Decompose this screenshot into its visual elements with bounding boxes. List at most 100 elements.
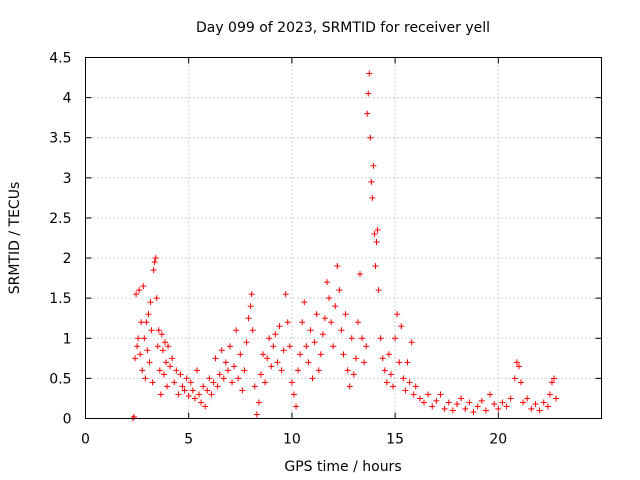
data-point-84 <box>266 335 273 342</box>
data-point-181 <box>495 405 502 412</box>
data-point-151 <box>392 335 399 342</box>
data-point-177 <box>478 397 485 404</box>
data-point-25 <box>155 327 162 334</box>
data-point-85 <box>268 363 275 370</box>
data-point-79 <box>255 399 262 406</box>
grid-lines <box>85 57 602 419</box>
data-point-18 <box>148 327 155 334</box>
data-point-45 <box>187 379 194 386</box>
data-point-131 <box>363 343 370 350</box>
x-axis-ticks: 0 5 10 15 20 <box>81 57 507 448</box>
data-point-163 <box>420 399 427 406</box>
data-point-78 <box>253 411 260 418</box>
y-axis-ticks: 0 0.5 1 1.5 2 2.5 3 3.5 4 4.5 <box>49 51 602 428</box>
y-tick-label-4: 2 <box>63 251 72 267</box>
data-point-147 <box>383 379 390 386</box>
data-point-58 <box>214 383 221 390</box>
data-point-123 <box>346 383 353 390</box>
data-point-180 <box>491 401 498 408</box>
data-point-43 <box>183 375 190 382</box>
data-point-52 <box>202 403 209 410</box>
data-point-135 <box>367 134 374 141</box>
data-point-182 <box>499 399 506 406</box>
data-point-116 <box>332 303 339 310</box>
data-point-51 <box>200 383 207 390</box>
data-point-5 <box>135 335 142 342</box>
data-point-59 <box>216 371 223 378</box>
data-point-137 <box>369 194 376 201</box>
data-point-111 <box>321 315 328 322</box>
data-point-138 <box>370 162 377 169</box>
data-point-20 <box>150 267 157 274</box>
data-point-115 <box>330 343 337 350</box>
data-point-164 <box>425 391 432 398</box>
data-point-39 <box>175 391 182 398</box>
data-point-186 <box>513 359 520 366</box>
data-point-28 <box>158 331 165 338</box>
x-tick-label-4: 20 <box>489 432 507 448</box>
data-point-101 <box>301 299 308 306</box>
data-point-127 <box>354 319 361 326</box>
data-point-97 <box>293 403 300 410</box>
data-point-29 <box>159 347 166 354</box>
y-tick-label-2: 1 <box>63 331 72 347</box>
data-point-195 <box>544 403 551 410</box>
data-point-190 <box>524 395 531 402</box>
y-axis-label: SRMTID / TECUs <box>7 182 23 295</box>
y-tick-label-1: 0.5 <box>49 371 71 387</box>
data-point-42 <box>181 387 188 394</box>
data-point-32 <box>162 359 169 366</box>
data-point-140 <box>372 263 379 270</box>
data-point-19 <box>149 379 156 386</box>
data-point-136 <box>368 178 375 185</box>
data-point-159 <box>408 339 415 346</box>
data-point-191 <box>528 405 535 412</box>
data-point-10 <box>140 283 147 290</box>
data-point-94 <box>286 343 293 350</box>
data-point-73 <box>245 315 252 322</box>
data-point-192 <box>532 401 539 408</box>
data-point-23 <box>153 295 160 302</box>
data-point-3 <box>133 291 140 298</box>
data-point-156 <box>402 387 409 394</box>
y-tick-label-8: 4 <box>63 91 72 107</box>
data-point-155 <box>400 375 407 382</box>
data-point-99 <box>297 351 304 358</box>
data-point-12 <box>142 375 149 382</box>
data-point-68 <box>235 375 242 382</box>
data-point-152 <box>394 311 401 318</box>
data-point-7 <box>137 351 144 358</box>
data-point-134 <box>366 70 373 77</box>
data-point-31 <box>161 339 168 346</box>
x-tick-label-2: 10 <box>283 432 301 448</box>
data-point-108 <box>315 367 322 374</box>
data-point-168 <box>441 405 448 412</box>
data-point-44 <box>185 393 192 400</box>
data-point-197 <box>548 379 555 386</box>
data-point-179 <box>487 391 494 398</box>
data-point-161 <box>412 383 419 390</box>
data-point-96 <box>290 391 297 398</box>
data-point-49 <box>196 391 203 398</box>
y-tick-label-7: 3.5 <box>49 131 71 147</box>
data-point-33 <box>164 383 171 390</box>
data-point-146 <box>381 367 388 374</box>
data-point-40 <box>177 371 184 378</box>
data-point-71 <box>241 367 248 374</box>
data-point-57 <box>212 355 219 362</box>
x-tick-label-1: 5 <box>184 432 193 448</box>
data-point-109 <box>317 351 324 358</box>
data-point-16 <box>146 359 153 366</box>
data-point-139 <box>371 230 378 237</box>
data-point-110 <box>319 331 326 338</box>
data-point-2 <box>132 355 139 362</box>
data-point-149 <box>387 371 394 378</box>
data-point-92 <box>282 291 289 298</box>
data-point-173 <box>462 405 469 412</box>
data-point-35 <box>167 363 174 370</box>
data-point-21 <box>151 259 158 266</box>
data-point-183 <box>503 403 510 410</box>
data-point-83 <box>264 355 271 362</box>
data-point-72 <box>243 339 250 346</box>
data-point-87 <box>272 331 279 338</box>
